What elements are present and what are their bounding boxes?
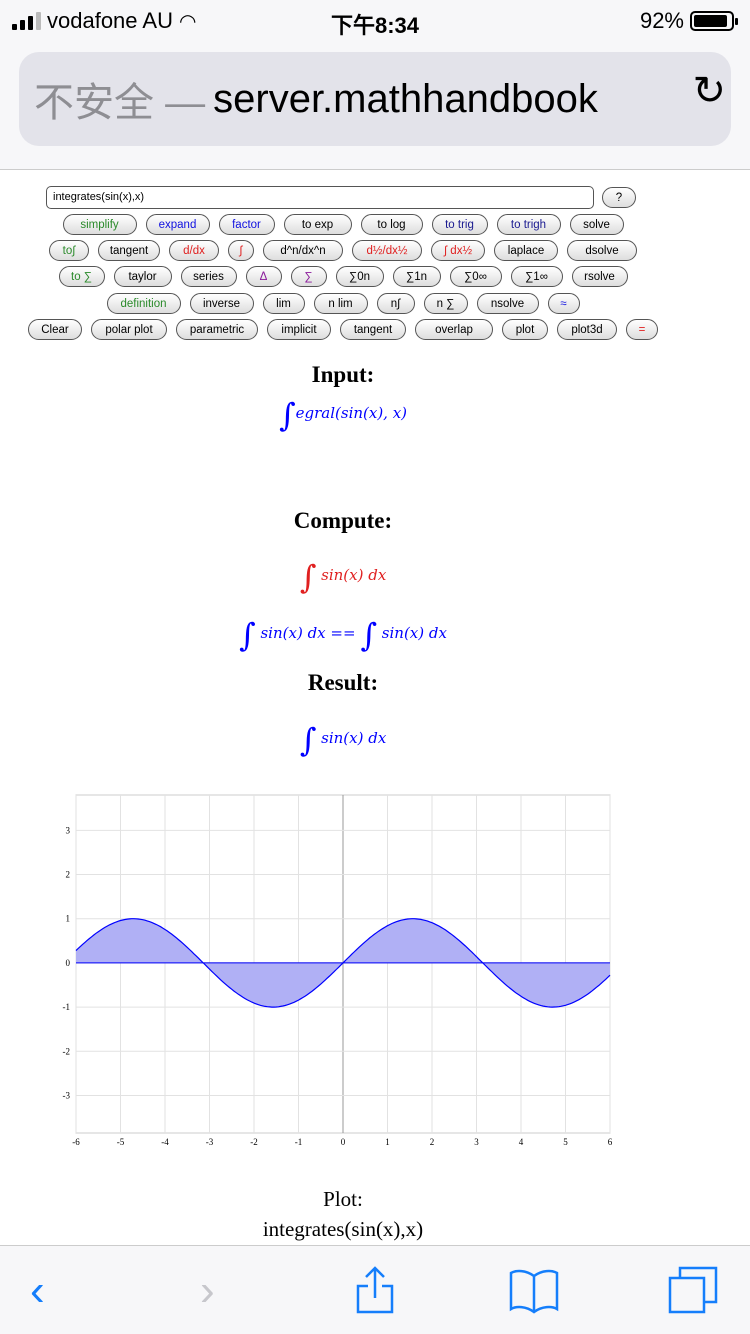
cutoff-formula [0, 164, 750, 174]
x-tick-label: -2 [250, 1137, 258, 1147]
button-2-5[interactable]: ∑0n [335, 266, 384, 287]
button-0-6[interactable]: to trigh [496, 214, 561, 235]
button-1-6[interactable]: ∫ dx½ [431, 240, 485, 261]
button-1-5[interactable]: d½/dx½ [352, 240, 422, 261]
button-1-3[interactable]: ∫ [228, 240, 254, 261]
x-tick-label: 4 [519, 1137, 524, 1147]
carrier: vodafone AU ◠ [12, 8, 196, 34]
y-tick-label: -1 [63, 1002, 71, 1012]
button-4-3[interactable]: implicit [267, 319, 331, 340]
bookmarks-icon[interactable] [508, 1268, 560, 1314]
x-tick-label: 0 [341, 1137, 346, 1147]
button-4-7[interactable]: plot3d [557, 319, 617, 340]
carrier-name: vodafone AU [47, 8, 173, 33]
battery-icon [690, 11, 738, 31]
button-4-2[interactable]: parametric [176, 319, 258, 340]
button-3-4[interactable]: n∫ [376, 293, 415, 314]
button-4-4[interactable]: tangent [340, 319, 406, 340]
x-tick-label: 6 [608, 1137, 613, 1147]
button-2-8[interactable]: ∑1∞ [510, 266, 563, 287]
reload-icon[interactable]: ↻ [692, 69, 726, 113]
button-2-3[interactable]: Δ [245, 266, 282, 287]
button-4-1[interactable]: polar plot [91, 319, 167, 340]
clock: 下午8:34 [330, 13, 420, 38]
y-tick-label: -2 [63, 1046, 71, 1056]
x-tick-label: -6 [72, 1137, 80, 1147]
button-0-1[interactable]: expand [145, 214, 210, 235]
tabs-icon[interactable] [666, 1264, 720, 1316]
plot-chart: -6 -5 -4 -3 -2 -1 0 1 2 3 4 5 6 3 2 1 0 -1 -2 -3 [63, 794, 613, 1147]
forward-icon[interactable]: › [200, 1266, 215, 1315]
y-tick-label: 0 [66, 958, 71, 968]
button-4-0[interactable]: Clear [28, 319, 82, 340]
y-tick-label: -3 [63, 1090, 71, 1100]
button-1-4[interactable]: d^n/dx^n [263, 240, 343, 261]
button-1-1[interactable]: tangent [98, 240, 160, 261]
button-1-7[interactable]: laplace [494, 240, 558, 261]
button-1-2[interactable]: d/dx [169, 240, 219, 261]
button-2-1[interactable]: taylor [113, 266, 172, 287]
compute-heading: Compute: [293, 508, 393, 533]
button-2-0[interactable]: to ∑ [58, 266, 105, 287]
button-0-3[interactable]: to exp [283, 214, 352, 235]
wifi-icon: ◠ [178, 10, 197, 33]
not-secure-label: 不安全 — [34, 81, 206, 125]
result-math: ∫ sin(x) dx [299, 721, 387, 759]
button-4-8[interactable]: = [626, 319, 658, 340]
x-tick-label: -5 [117, 1137, 125, 1147]
signal-icon [12, 12, 41, 30]
button-0-2[interactable]: factor [218, 214, 275, 235]
plot-caption-title: Plot: [323, 1187, 363, 1211]
button-0-7[interactable]: solve [569, 214, 624, 235]
expression-input[interactable]: integrates(sin(x),x) [46, 186, 594, 209]
button-1-8[interactable]: dsolve [567, 240, 637, 261]
battery-percent: 92% [639, 8, 684, 33]
button-0-5[interactable]: to trig [431, 214, 488, 235]
result-heading: Result: [307, 670, 379, 695]
x-tick-label: 1 [385, 1137, 390, 1147]
x-tick-label: 5 [563, 1137, 568, 1147]
compute-math: ∫ sin(x) dx [299, 558, 387, 596]
button-4-6[interactable]: plot [502, 319, 548, 340]
button-3-6[interactable]: nsolve [476, 293, 539, 314]
button-3-7[interactable]: ≈ [547, 293, 580, 314]
button-3-3[interactable]: n lim [313, 293, 368, 314]
button-2-9[interactable]: rsolve [571, 266, 628, 287]
help-button[interactable]: ? [602, 187, 636, 208]
x-tick-label: -1 [295, 1137, 303, 1147]
address-bar[interactable]: 不安全 — server.mathhandbook [19, 52, 731, 146]
button-0-4[interactable]: to log [360, 214, 423, 235]
y-tick-label: 1 [66, 914, 71, 924]
button-2-7[interactable]: ∑0∞ [449, 266, 502, 287]
button-3-5[interactable]: n ∑ [423, 293, 468, 314]
button-3-0[interactable]: definition [106, 293, 181, 314]
browser-toolbar: ‹ › [0, 1245, 750, 1334]
equation-math: ∫ sin(x) dx == ∫ sin(x) dx [239, 616, 447, 654]
plot-caption-expression: integrates(sin(x),x) [262, 1217, 424, 1241]
button-2-2[interactable]: series [180, 266, 237, 287]
url-host: server.mathhandbook [213, 76, 598, 121]
status-bar: vodafone AU ◠ 下午8:34 92% [0, 0, 750, 40]
input-heading: Input: [311, 362, 375, 387]
y-tick-label: 3 [66, 825, 71, 835]
button-3-2[interactable]: lim [262, 293, 305, 314]
x-tick-label: -4 [161, 1137, 169, 1147]
back-icon[interactable]: ‹ [30, 1266, 45, 1315]
button-4-5[interactable]: overlap [415, 319, 493, 340]
button-2-4[interactable]: ∑ [290, 266, 327, 287]
share-icon[interactable] [354, 1264, 396, 1316]
y-tick-label: 2 [66, 870, 71, 880]
input-math: ∫egral(sin(x), x) [278, 396, 408, 434]
button-2-6[interactable]: ∑1n [392, 266, 441, 287]
button-3-1[interactable]: inverse [189, 293, 254, 314]
x-tick-label: 2 [430, 1137, 435, 1147]
button-0-0[interactable]: simplify [62, 214, 137, 235]
button-1-0[interactable]: to∫ [49, 240, 89, 261]
x-tick-label: 3 [474, 1137, 479, 1147]
x-tick-label: -3 [206, 1137, 214, 1147]
